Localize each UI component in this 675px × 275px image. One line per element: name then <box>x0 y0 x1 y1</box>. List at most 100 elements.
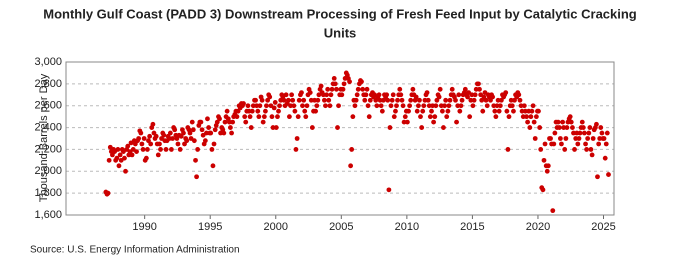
point <box>470 103 476 109</box>
y-tick-label: 3,000 <box>34 56 62 68</box>
point <box>472 92 478 98</box>
point <box>424 90 430 95</box>
point <box>267 94 273 100</box>
point <box>476 81 481 87</box>
point <box>386 187 392 193</box>
point <box>407 103 413 109</box>
point <box>256 114 262 120</box>
point <box>360 86 366 92</box>
point <box>576 136 582 141</box>
point <box>492 108 498 114</box>
point <box>505 147 511 152</box>
point <box>406 108 411 114</box>
point <box>516 92 522 98</box>
point <box>167 130 173 136</box>
point <box>209 147 215 152</box>
point <box>189 119 195 125</box>
point <box>332 81 338 87</box>
point <box>548 136 553 141</box>
point <box>568 119 574 125</box>
point <box>557 136 563 141</box>
point <box>170 136 175 141</box>
point <box>289 92 295 98</box>
point <box>376 92 382 98</box>
point <box>506 114 512 120</box>
point <box>350 114 356 120</box>
point <box>579 119 585 125</box>
x-tick-label: 2025 <box>591 221 615 233</box>
point <box>335 125 340 130</box>
point <box>503 90 509 95</box>
point <box>533 114 539 120</box>
point <box>153 133 159 139</box>
point <box>257 103 263 109</box>
point <box>116 163 122 169</box>
x-tick-label: 2015 <box>460 221 484 233</box>
point <box>490 94 496 100</box>
point <box>259 97 265 103</box>
point <box>328 92 334 98</box>
point <box>224 108 230 114</box>
point <box>324 92 330 98</box>
point <box>365 103 371 109</box>
point <box>140 147 146 152</box>
point <box>367 97 373 103</box>
point <box>304 103 310 109</box>
point <box>484 103 490 109</box>
point <box>465 94 470 100</box>
point <box>449 86 455 92</box>
point <box>295 114 301 120</box>
point <box>385 97 391 103</box>
point <box>199 127 205 133</box>
point <box>545 163 551 169</box>
point <box>355 86 361 92</box>
point <box>538 147 544 152</box>
point <box>331 75 337 81</box>
point <box>454 119 459 125</box>
point <box>459 97 465 103</box>
point <box>397 86 403 92</box>
point <box>253 97 258 103</box>
point <box>172 127 178 133</box>
point <box>106 157 112 163</box>
point <box>599 130 605 136</box>
point <box>194 174 199 180</box>
point <box>563 136 569 141</box>
y-tick-label: 2,400 <box>34 121 62 133</box>
point <box>445 108 451 114</box>
point <box>390 92 396 98</box>
point <box>453 97 458 103</box>
point <box>286 114 292 120</box>
point <box>471 97 477 103</box>
point <box>402 114 408 120</box>
point <box>432 114 438 120</box>
point <box>399 97 405 103</box>
point <box>260 119 266 125</box>
chart-title-line-2: Units <box>324 25 357 40</box>
point <box>540 187 546 193</box>
point <box>551 141 557 147</box>
point <box>136 136 142 141</box>
point <box>263 108 268 114</box>
x-tick-label: 2010 <box>395 221 419 233</box>
point <box>114 155 120 161</box>
point <box>603 141 609 147</box>
point <box>425 97 431 103</box>
point <box>334 86 339 92</box>
point <box>315 97 321 103</box>
point <box>138 130 144 136</box>
point <box>161 132 167 138</box>
point <box>290 97 296 103</box>
point <box>285 97 291 103</box>
point <box>198 119 204 125</box>
point <box>294 136 300 141</box>
point <box>457 108 463 114</box>
point <box>147 133 153 139</box>
point <box>584 147 589 152</box>
x-tick-label: 2005 <box>329 221 353 233</box>
point <box>314 103 320 109</box>
point <box>413 94 419 100</box>
point <box>245 103 251 109</box>
point <box>433 103 439 109</box>
point <box>530 103 536 109</box>
